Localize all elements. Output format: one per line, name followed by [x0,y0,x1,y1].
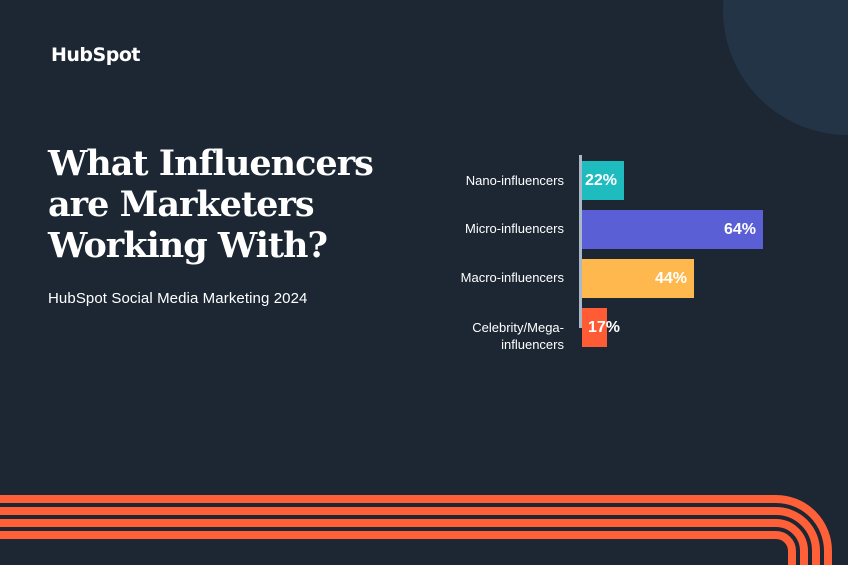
page-subtitle: HubSpot Social Media Marketing 2024 [48,290,308,307]
bar-value: 44% [654,269,687,287]
bar-value: 22% [584,171,617,189]
page-title: What Influencers are Marketers Working W… [48,143,374,266]
chart-axis [579,155,582,328]
bar-macro: 44% [582,259,694,298]
category-label: Micro-influencers [465,221,564,236]
category-label: Macro-influencers [460,270,564,285]
bar-value: 17% [588,318,621,336]
hubspot-logo: HubSpot [51,44,140,66]
category-label: Nano-influencers [465,173,564,188]
bar-value: 64% [723,220,756,238]
bar-celebrity: 17% [582,308,620,347]
bar-nano: 22% [582,161,624,200]
bar-micro: 64% [582,210,763,249]
category-label: Celebrity/Mega-influencers [472,320,564,352]
